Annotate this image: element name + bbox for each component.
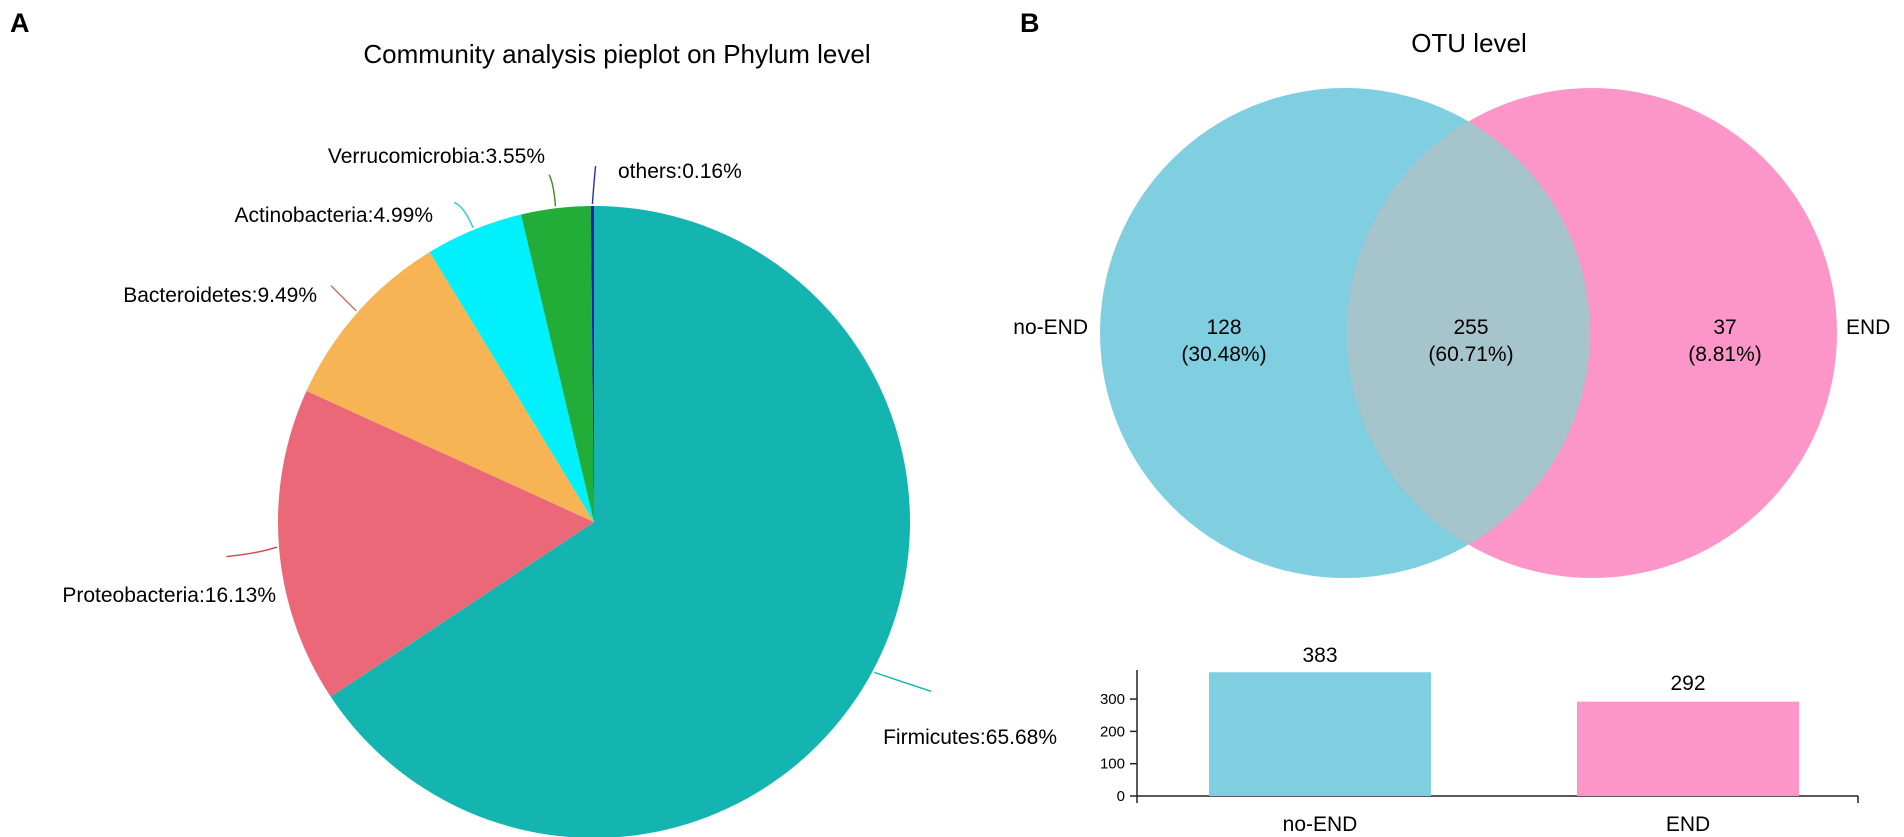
pie-slices <box>277 206 910 837</box>
pie-slice-others <box>590 206 594 522</box>
venn-percent-no-end-only: (30.48%) <box>1181 343 1266 366</box>
bar-value-label-end: 292 <box>1670 672 1705 695</box>
pie-label-firmicutes: Firmicutes:65.68% <box>883 726 1057 749</box>
venn-percent-shared: (60.71%) <box>1428 343 1513 366</box>
pie-leader-line-proteobacteria <box>226 546 278 558</box>
pie-label-others: others:0.16% <box>618 160 742 183</box>
bar-y-tick-label: 0 <box>1117 788 1125 805</box>
pie-label-verrucomicrobia: Verrucomicrobia:3.55% <box>328 145 545 168</box>
venn-title: OTU level <box>1411 28 1527 58</box>
bar-xlabel-end: END <box>1666 813 1710 836</box>
bar-y-tick-label: 200 <box>1100 723 1125 740</box>
pie-slice-verrucomicrobia <box>521 206 594 522</box>
pie-leader-lines <box>226 166 932 693</box>
pie-slice-proteobacteria <box>277 390 594 697</box>
pie-label-proteobacteria: Proteobacteria:16.13% <box>62 584 276 607</box>
venn-count-no-end-only: 128 <box>1206 316 1241 339</box>
bar-xlabel-no-end: no-END <box>1283 813 1358 836</box>
pie-leader-line-actinobacteria <box>453 201 474 229</box>
bar-y-ticks: 0 100 200 300 <box>1100 691 1137 805</box>
venn-set-label-end: END <box>1846 316 1890 339</box>
bar-y-tick-label: 100 <box>1100 756 1125 773</box>
bar-value-label-no-end: 383 <box>1302 644 1337 667</box>
venn-count-end-only: 37 <box>1713 316 1736 339</box>
pie-chart-title: Community analysis pieplot on Phylum lev… <box>363 39 870 69</box>
pie-slice-firmicutes <box>330 206 910 837</box>
venn-set-label-no-end: no-END <box>1013 316 1088 339</box>
pie-leader-line-others <box>591 166 597 205</box>
pie-slice-bacteroidetes <box>306 252 594 522</box>
bars <box>1209 672 1799 796</box>
venn-count-shared: 255 <box>1453 316 1488 339</box>
pie-leader-line-bacteroidetes <box>330 285 357 312</box>
pie-leader-line-verrucomicrobia <box>548 174 557 207</box>
venn-percent-end-only: (8.81%) <box>1688 343 1762 366</box>
bar-y-tick-label: 300 <box>1100 691 1125 708</box>
panel-a-letter: A <box>10 8 30 38</box>
bar-no-end <box>1209 672 1431 796</box>
pie-label-bacteroidetes: Bacteroidetes:9.49% <box>123 284 317 307</box>
pie-slice-actinobacteria <box>429 214 594 522</box>
panel-b-letter: B <box>1020 8 1040 38</box>
pie-label-actinobacteria: Actinobacteria:4.99% <box>235 204 433 227</box>
pie-leader-line-firmicutes <box>873 671 932 693</box>
venn-intersection <box>1347 88 1590 578</box>
bar-end <box>1577 701 1799 796</box>
